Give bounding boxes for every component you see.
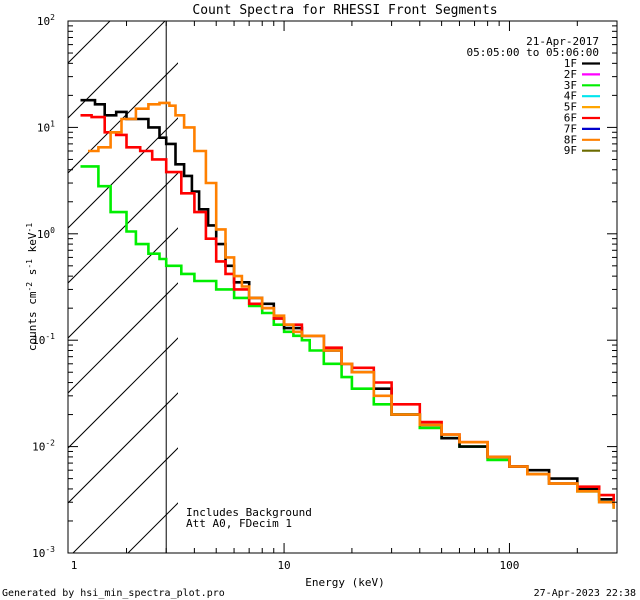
y-tick-label: 10-1 <box>32 332 55 347</box>
hatch-line <box>68 337 178 449</box>
hatch-line <box>68 21 166 119</box>
y-tick-label: 10-2 <box>32 439 55 454</box>
legend-label-9f: 9F <box>564 144 577 157</box>
legend-time-range: 05:05:00 to 05:06:00 <box>467 46 599 59</box>
legend-date: 21-Apr-2017 <box>526 35 599 48</box>
x-axis-label: Energy (keV) <box>305 576 384 589</box>
legend-label-6f: 6F <box>564 112 577 125</box>
y-tick-label: 101 <box>37 119 55 134</box>
footer-generated: Generated by hsi_min_spectra_plot.pro <box>2 588 225 599</box>
y-tick-label: 100 <box>37 226 55 241</box>
y-tick-label: 102 <box>37 13 55 28</box>
legend-label-2f: 2F <box>564 68 577 81</box>
annotation-background: Includes Background <box>186 506 312 519</box>
hatch-line <box>68 62 178 174</box>
plot-frame <box>67 20 618 554</box>
legend-label-7f: 7F <box>564 122 577 135</box>
legend-label-8f: 8F <box>564 133 577 146</box>
y-tick-label: 10-3 <box>32 545 55 560</box>
hatch-line <box>238 0 640 553</box>
hatch-line <box>0 0 123 553</box>
series-1f <box>80 98 615 506</box>
x-tick-label: 100 <box>500 559 520 572</box>
x-tick-label: 1 <box>71 559 78 572</box>
x-tick-label: 10 <box>277 559 290 572</box>
annotation-attenuator: Att A0, FDecim 1 <box>186 517 292 530</box>
series-6f <box>80 114 615 506</box>
legend-label-4f: 4F <box>564 90 577 103</box>
hatch-line <box>68 172 178 284</box>
hatch-line <box>72 447 178 553</box>
series-3f <box>80 165 615 509</box>
chart-title: Count Spectra for RHESSI Front Segments <box>192 3 497 18</box>
hatch-line <box>68 282 178 394</box>
legend-label-3f: 3F <box>564 79 577 92</box>
footer-timestamp: 27-Apr-2023 22:38 <box>534 588 636 599</box>
y-axis-label: counts cm-2 s-1 keV-1 <box>25 223 39 351</box>
hatch-line <box>68 392 178 504</box>
hatch-line <box>68 117 178 229</box>
hatch-line <box>68 21 111 64</box>
legend-label-5f: 5F <box>564 101 577 114</box>
series-8f <box>88 101 615 509</box>
legend-label-1f: 1F <box>564 57 577 70</box>
